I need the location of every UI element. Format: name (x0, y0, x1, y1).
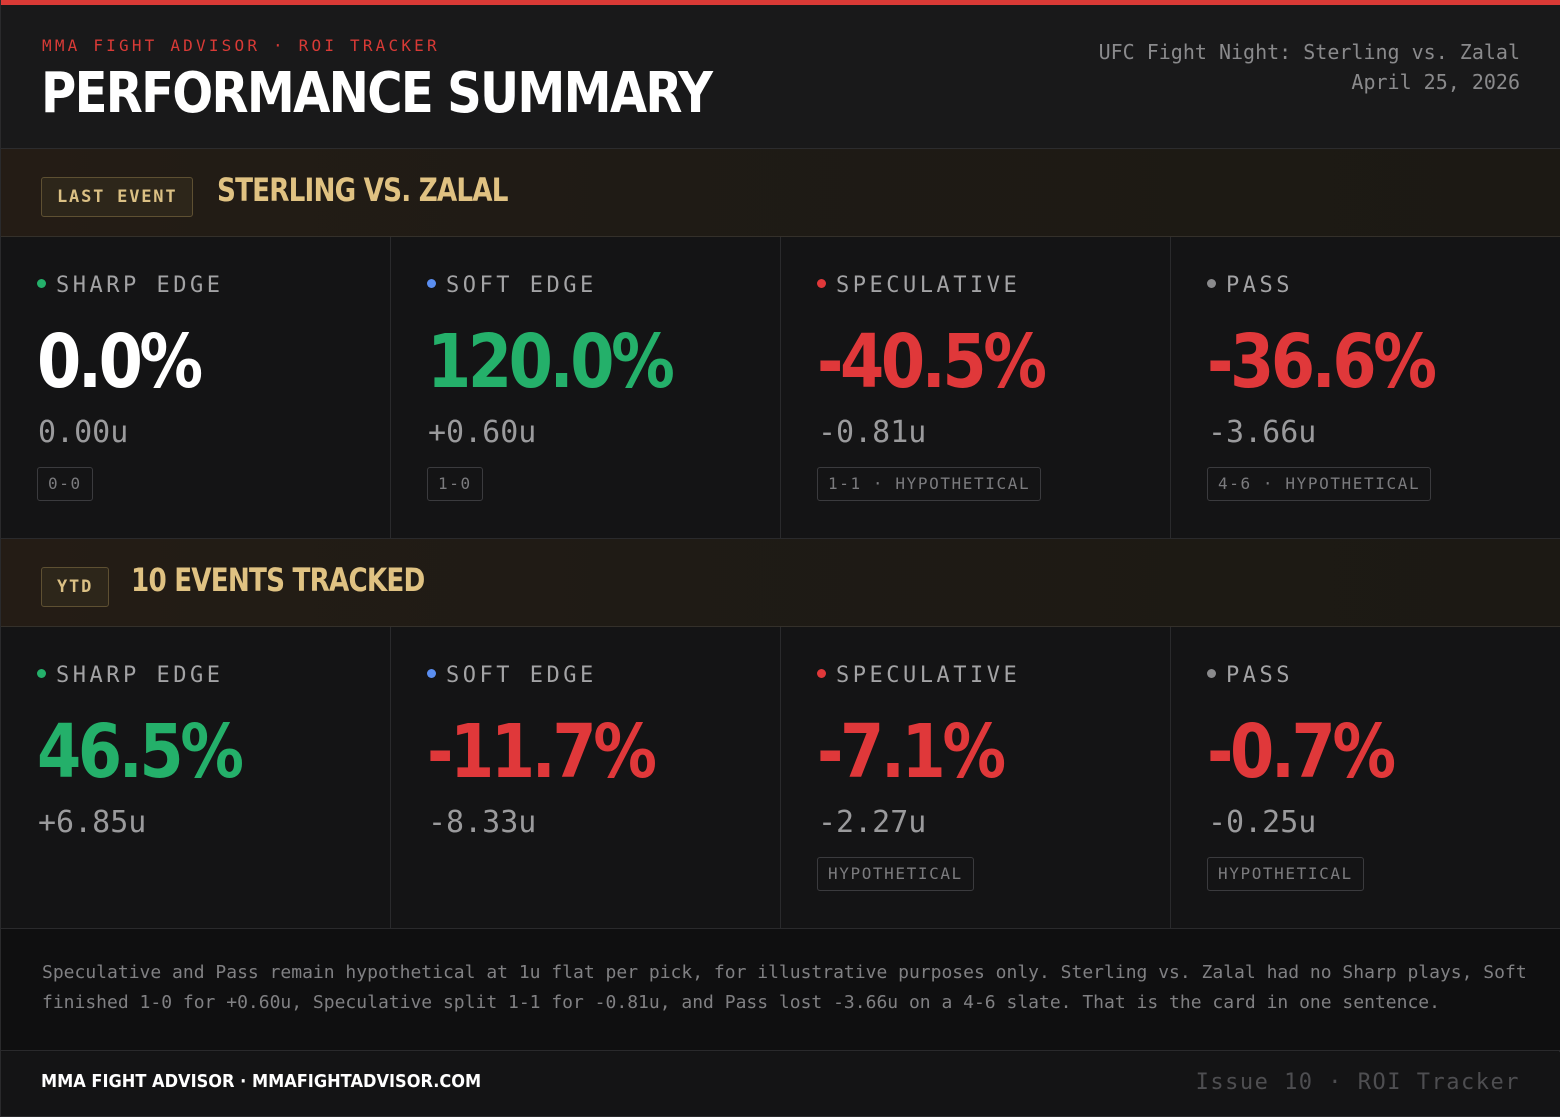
kicker: MMA FIGHT ADVISOR · ROI TRACKER (42, 36, 440, 55)
roi-value: -7.1% (817, 709, 1006, 795)
units-value: -2.27u (818, 805, 927, 840)
units-value: -0.25u (1208, 805, 1317, 840)
last-event-card-pass: PASS -36.6% -3.66u 4-6 · HYPOTHETICAL (1171, 237, 1560, 538)
last-event-cards: SHARP EDGE 0.0% 0.00u 0-0 SOFT EDGE 120.… (1, 237, 1560, 539)
record-badge: 1-1 · HYPOTHETICAL (817, 467, 1042, 501)
sharp-dot-icon (37, 279, 46, 288)
last-event-title: STERLING VS. ZALAL (217, 171, 508, 209)
record-badge: 0-0 (37, 467, 93, 501)
roi-value: -36.6% (1207, 319, 1437, 405)
roi-value: 120.0% (427, 319, 675, 405)
category-label: SPECULATIVE (817, 663, 1020, 688)
speculative-dot-icon (817, 669, 826, 678)
last-event-card-soft: SOFT EDGE 120.0% +0.60u 1-0 (391, 237, 781, 538)
units-value: -0.81u (818, 415, 927, 450)
category-text: SHARP EDGE (56, 273, 224, 298)
footer: MMA FIGHT ADVISOR · MMAFIGHTADVISOR.COM … (1, 1052, 1560, 1116)
category-text: PASS (1226, 663, 1293, 688)
category-label: SPECULATIVE (817, 273, 1020, 298)
last-event-card-speculative: SPECULATIVE -40.5% -0.81u 1-1 · HYPOTHET… (781, 237, 1171, 538)
ytd-card-soft: SOFT EDGE -11.7% -8.33u (391, 627, 781, 928)
ytd-tag: YTD (41, 567, 110, 607)
event-meta: UFC Fight Night: Sterling vs. Zalal Apri… (1099, 37, 1520, 97)
pass-dot-icon (1207, 279, 1216, 288)
category-label: PASS (1207, 273, 1293, 298)
soft-dot-icon (427, 669, 436, 678)
category-text: SHARP EDGE (56, 663, 224, 688)
roi-value: -11.7% (427, 709, 657, 795)
header: MMA FIGHT ADVISOR · ROI TRACKER PERFORMA… (1, 5, 1560, 149)
speculative-dot-icon (817, 279, 826, 288)
roi-value: 46.5% (37, 709, 244, 795)
category-label: SOFT EDGE (427, 663, 597, 688)
units-value: -8.33u (428, 805, 537, 840)
last-event-band: LAST EVENT STERLING VS. ZALAL (1, 149, 1560, 237)
ytd-title: 10 EVENTS TRACKED (131, 561, 425, 599)
category-text: SPECULATIVE (836, 663, 1021, 688)
event-name: UFC Fight Night: Sterling vs. Zalal (1098, 40, 1520, 64)
category-text: SOFT EDGE (446, 273, 597, 298)
category-label: SHARP EDGE (37, 663, 223, 688)
ytd-band: YTD 10 EVENTS TRACKED (1, 539, 1560, 627)
accent-top-bar (1, 0, 1560, 5)
footer-issue: Issue 10 · ROI Tracker (1195, 1070, 1520, 1095)
record-badge: 1-0 (427, 467, 483, 501)
sharp-dot-icon (37, 669, 46, 678)
ytd-card-pass: PASS -0.7% -0.25u HYPOTHETICAL (1171, 627, 1560, 928)
page-title: PERFORMANCE SUMMARY (41, 61, 713, 126)
footer-brand: MMA FIGHT ADVISOR · MMAFIGHTADVISOR.COM (41, 1071, 482, 1092)
last-event-card-sharp: SHARP EDGE 0.0% 0.00u 0-0 (1, 237, 391, 538)
record-badge: 4-6 · HYPOTHETICAL (1207, 467, 1432, 501)
pass-dot-icon (1207, 669, 1216, 678)
units-value: +6.85u (38, 805, 147, 840)
roi-value: 0.0% (37, 319, 203, 405)
event-date: April 25, 2026 (1351, 70, 1520, 94)
ytd-card-speculative: SPECULATIVE -7.1% -2.27u HYPOTHETICAL (781, 627, 1171, 928)
category-text: SOFT EDGE (446, 663, 597, 688)
category-text: PASS (1226, 273, 1293, 298)
roi-value: -40.5% (817, 319, 1047, 405)
record-badge: HYPOTHETICAL (817, 857, 974, 891)
units-value: -3.66u (1208, 415, 1317, 450)
soft-dot-icon (427, 279, 436, 288)
roi-value: -0.7% (1207, 709, 1396, 795)
category-label: PASS (1207, 663, 1293, 688)
units-value: 0.00u (38, 415, 129, 450)
units-value: +0.60u (428, 415, 537, 450)
summary-note-text: Speculative and Pass remain hypothetical… (42, 962, 1527, 1013)
category-label: SOFT EDGE (427, 273, 597, 298)
record-badge: HYPOTHETICAL (1207, 857, 1364, 891)
ytd-cards: SHARP EDGE 46.5% +6.85u SOFT EDGE -11.7%… (1, 627, 1560, 929)
ytd-card-sharp: SHARP EDGE 46.5% +6.85u (1, 627, 391, 928)
summary-note: Speculative and Pass remain hypothetical… (1, 929, 1560, 1051)
last-event-tag: LAST EVENT (41, 177, 194, 217)
category-text: SPECULATIVE (836, 273, 1021, 298)
category-label: SHARP EDGE (37, 273, 223, 298)
